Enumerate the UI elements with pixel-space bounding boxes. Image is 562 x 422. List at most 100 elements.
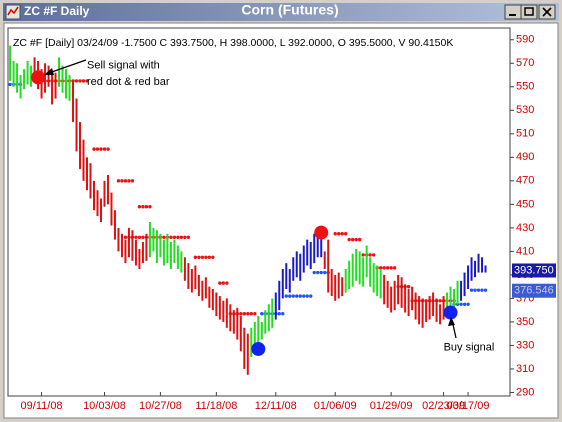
dot — [120, 179, 124, 183]
dot — [123, 179, 128, 183]
dot — [340, 232, 344, 236]
dot — [204, 255, 208, 259]
dot — [357, 237, 362, 242]
dot — [368, 253, 372, 257]
price-label-box — [512, 283, 556, 298]
dot — [260, 311, 264, 316]
dot — [371, 253, 376, 257]
x-tick-label: 09/11/08 — [21, 400, 63, 412]
y-tick-label: 290 — [516, 386, 534, 398]
x-tick-label: 03/17/09 — [447, 400, 490, 412]
dot — [137, 205, 142, 209]
dot — [302, 294, 306, 298]
level-dots — [284, 294, 313, 298]
x-tick-label: 10/03/08 — [83, 400, 126, 412]
y-tick-label: 450 — [516, 198, 534, 210]
title-bar — [3, 3, 559, 21]
dot — [186, 235, 191, 239]
dot — [473, 288, 477, 292]
x-tick-label: 01/29/09 — [370, 400, 413, 412]
dot — [221, 281, 226, 285]
level-dots — [116, 179, 135, 183]
y-tick-label: 570 — [516, 57, 534, 69]
sell-arrowhead — [44, 68, 54, 75]
y-tick-label: 530 — [516, 104, 534, 116]
close-glyph — [542, 7, 552, 17]
dot — [480, 288, 484, 292]
dot — [343, 232, 348, 236]
dot — [337, 232, 341, 236]
y-tick-label: 470 — [516, 175, 534, 187]
dot — [316, 270, 320, 275]
dot — [459, 302, 463, 306]
level-dots — [92, 147, 110, 151]
dot — [172, 235, 177, 239]
maximize-glyph — [524, 7, 534, 16]
dot — [312, 270, 316, 275]
dot — [309, 294, 313, 298]
dot — [176, 235, 180, 239]
level-dots — [469, 288, 488, 292]
dot — [291, 294, 295, 298]
dot — [85, 79, 89, 83]
dot — [277, 311, 281, 316]
price-label-box — [512, 263, 556, 278]
level-dots — [333, 232, 348, 236]
dot — [438, 299, 442, 303]
dot — [239, 311, 243, 316]
y-tick-label: 330 — [516, 339, 534, 351]
level-dots — [193, 255, 215, 259]
dot — [319, 270, 323, 275]
buy-arrowhead — [448, 317, 455, 326]
dot — [284, 294, 288, 298]
dot — [179, 235, 184, 239]
signal-dot — [31, 70, 46, 85]
dot — [466, 302, 470, 306]
dot — [288, 294, 292, 298]
x-tick-label: 12/11/08 — [255, 400, 297, 412]
dot — [169, 235, 173, 239]
dot — [406, 284, 411, 289]
plot-frame — [7, 27, 511, 397]
dot — [92, 147, 96, 151]
dot — [123, 235, 128, 239]
y-tick-label: 350 — [516, 316, 534, 328]
dot — [298, 294, 302, 298]
dot — [134, 235, 138, 239]
x-tick-label: 02/23/09 — [422, 400, 465, 412]
dot — [141, 205, 145, 209]
dot — [462, 302, 467, 306]
window-icon-glyph — [7, 6, 19, 16]
chart-area — [3, 22, 559, 419]
dot — [354, 237, 358, 242]
y-tick-label: 430 — [516, 222, 534, 234]
dot — [141, 235, 145, 239]
dot — [218, 281, 222, 285]
dot — [183, 235, 187, 239]
y-tick-label: 490 — [516, 151, 534, 163]
dot — [281, 311, 285, 316]
y-tick-label: 510 — [516, 128, 534, 140]
dot — [333, 232, 337, 236]
chart-title: Corn (Futures) — [241, 2, 338, 18]
dot — [116, 179, 121, 183]
dot — [385, 266, 390, 270]
level-dots — [347, 237, 362, 242]
minimize-button[interactable] — [504, 4, 522, 20]
dot — [242, 311, 247, 316]
dot — [137, 235, 142, 239]
dot — [130, 179, 135, 183]
annotation: Sell signal with — [87, 60, 160, 72]
dot — [295, 294, 299, 298]
dot — [347, 237, 351, 242]
y-tick-label: 550 — [516, 81, 534, 93]
dot — [162, 235, 166, 239]
signal-dot — [314, 225, 329, 240]
maximize-button[interactable] — [520, 4, 538, 20]
dot — [469, 288, 474, 292]
y-tick-label: 310 — [516, 363, 534, 375]
info-line: ZC #F [Daily] 03/24/09 -1.7500 C 393.750… — [13, 37, 453, 49]
dot — [483, 288, 488, 292]
